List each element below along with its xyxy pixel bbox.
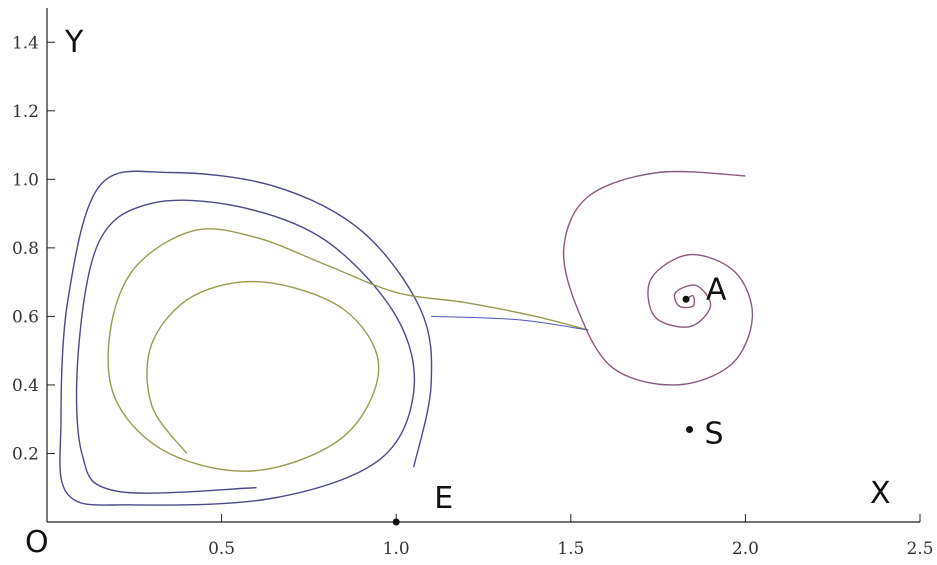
- x-tick-label: 1.0: [383, 539, 410, 559]
- point-label-a: A: [706, 272, 727, 307]
- y-tick-label: 1.2: [12, 102, 39, 122]
- trajectory-3: [562, 170, 754, 386]
- x-axis-label: X: [870, 476, 891, 511]
- y-tick-label: 1.0: [12, 170, 39, 190]
- point-s: [686, 425, 694, 433]
- x-tick-label: 2.5: [906, 539, 933, 559]
- x-tick-label: 0.5: [208, 539, 235, 559]
- point-a: [682, 295, 690, 303]
- axes-layer: [46, 8, 920, 523]
- x-tick-label: 2.0: [732, 539, 759, 559]
- y-tick-label: 0.2: [12, 444, 39, 464]
- y-tick-label: 0.8: [12, 239, 39, 259]
- tick-layer: 0.5 1.0 1.5 2.0 2.5 0.2 0.4 0.6 0.8 1.0 1.2 1.4: [12, 33, 934, 559]
- y-axis-label: Y: [64, 25, 84, 60]
- y-tick-label: 0.6: [12, 307, 39, 327]
- y-tick-label: 0.4: [12, 376, 39, 396]
- point-label-s: S: [705, 416, 724, 451]
- origin-label: O: [25, 525, 49, 560]
- trajectory-1: [59, 170, 433, 506]
- point-e: [392, 518, 400, 526]
- point-label-e: E: [434, 481, 453, 516]
- x-tick-label: 1.5: [557, 539, 584, 559]
- trajectory-2: [107, 228, 589, 472]
- point-layer: A S E: [392, 272, 727, 526]
- stripe-1: [431, 315, 589, 331]
- y-tick-label: 1.4: [12, 33, 39, 53]
- series-layer: [59, 170, 754, 506]
